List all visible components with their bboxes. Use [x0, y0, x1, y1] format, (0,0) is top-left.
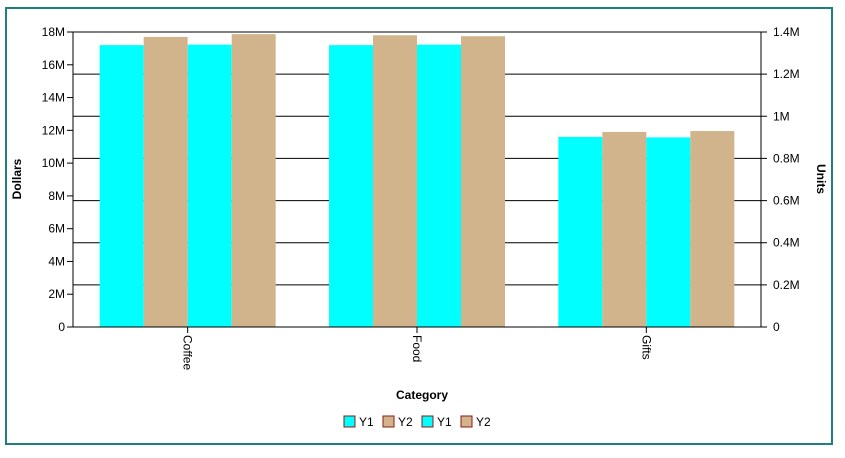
- y2-tick-label: 0.4M: [773, 236, 800, 250]
- legend-swatch: [460, 415, 473, 428]
- y-tick-label: 0: [58, 320, 65, 334]
- bar: [329, 45, 373, 327]
- y-tick-label: 12M: [42, 123, 65, 137]
- y-tick-label: 4M: [48, 254, 65, 268]
- bar: [558, 136, 603, 327]
- legend-swatch: [343, 415, 356, 428]
- y2-tick-label: 1.2M: [773, 67, 800, 81]
- y-tick-label: 2M: [48, 287, 65, 301]
- y-tick-label: 6M: [48, 222, 65, 236]
- bar: [602, 131, 647, 327]
- y2-tick-label: 1.4M: [773, 25, 800, 39]
- x-tick-label: Coffee: [181, 335, 195, 370]
- y-tick-label: 14M: [42, 91, 65, 105]
- legend-swatch: [382, 415, 395, 428]
- y-tick-label: 10M: [42, 156, 65, 170]
- bar: [646, 137, 691, 327]
- y-axis-title: Dollars: [10, 158, 24, 199]
- bar: [143, 36, 188, 328]
- y2-tick-label: 1M: [773, 109, 790, 123]
- y2-tick-label: 0.2M: [773, 278, 800, 292]
- legend-label: Y1: [359, 415, 374, 429]
- bar: [461, 36, 505, 327]
- y2-axis-title: Units: [814, 164, 828, 194]
- y2-tick-label: 0: [773, 320, 780, 334]
- bar-chart: 0 2M 4M 6M 8M 10M 12M 14M 16M 18M 0 0.2M 0.4M 0.6M 0.…: [10, 25, 828, 429]
- bar: [187, 44, 232, 328]
- legend-label: Y2: [476, 415, 491, 429]
- y2-tick-label: 0.8M: [773, 151, 800, 165]
- x-axis-title: Category: [396, 388, 448, 402]
- y-tick-label: 16M: [42, 58, 65, 72]
- legend-label: Y1: [437, 415, 452, 429]
- legend: Y1 Y2 Y1 Y2: [343, 415, 491, 429]
- x-tick-label: Food: [410, 335, 424, 362]
- chart-frame: 0 2M 4M 6M 8M 10M 12M 14M 16M 18M 0 0.2M 0.4M 0.6M 0.…: [5, 7, 833, 445]
- legend-swatch: [421, 415, 434, 428]
- bar: [417, 44, 461, 328]
- bar: [231, 34, 276, 327]
- bar: [99, 45, 144, 327]
- x-tick-label: Gifts: [639, 335, 653, 360]
- y-tick-label: 8M: [48, 189, 65, 203]
- y2-tick-label: 0.6M: [773, 194, 800, 208]
- category-labels: Coffee Food Gifts: [181, 327, 653, 370]
- right-axis-ticks: 0 0.2M 0.4M 0.6M 0.8M 1M 1.2M 1.4M: [773, 25, 800, 334]
- bar: [373, 35, 417, 328]
- y-tick-label: 18M: [42, 25, 65, 39]
- bars: [99, 34, 735, 328]
- left-axis-ticks: 0 2M 4M 6M 8M 10M 12M 14M 16M 18M: [42, 25, 73, 334]
- legend-label: Y2: [398, 415, 413, 429]
- bar: [690, 131, 735, 327]
